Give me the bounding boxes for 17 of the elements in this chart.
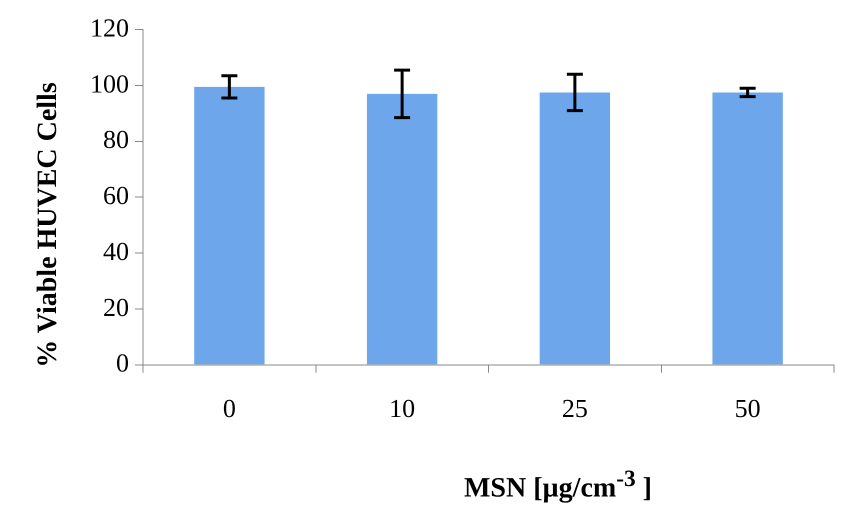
x-tick-label: 10 <box>389 394 416 424</box>
x-tick-label: 50 <box>734 394 761 424</box>
y-tick-label: 100 <box>90 69 129 98</box>
y-tick-label: 20 <box>103 292 129 322</box>
y-tick-label: 40 <box>103 236 129 266</box>
y-tick-label: 120 <box>90 13 129 42</box>
y-tick-label: 80 <box>103 125 129 154</box>
bar <box>540 92 610 364</box>
x-tick-label: 0 <box>222 394 236 424</box>
y-axis-title: % Viable HUVEC Cells <box>31 81 64 370</box>
bar <box>194 86 265 364</box>
x-tick-label: 25 <box>562 394 588 424</box>
y-tick-label: 60 <box>103 181 129 210</box>
bar <box>366 94 438 364</box>
y-tick-label: 0 <box>116 348 129 378</box>
x-axis-title: MSN [µg/cm$^{-3}$ ] <box>463 466 653 504</box>
bar <box>712 92 783 364</box>
